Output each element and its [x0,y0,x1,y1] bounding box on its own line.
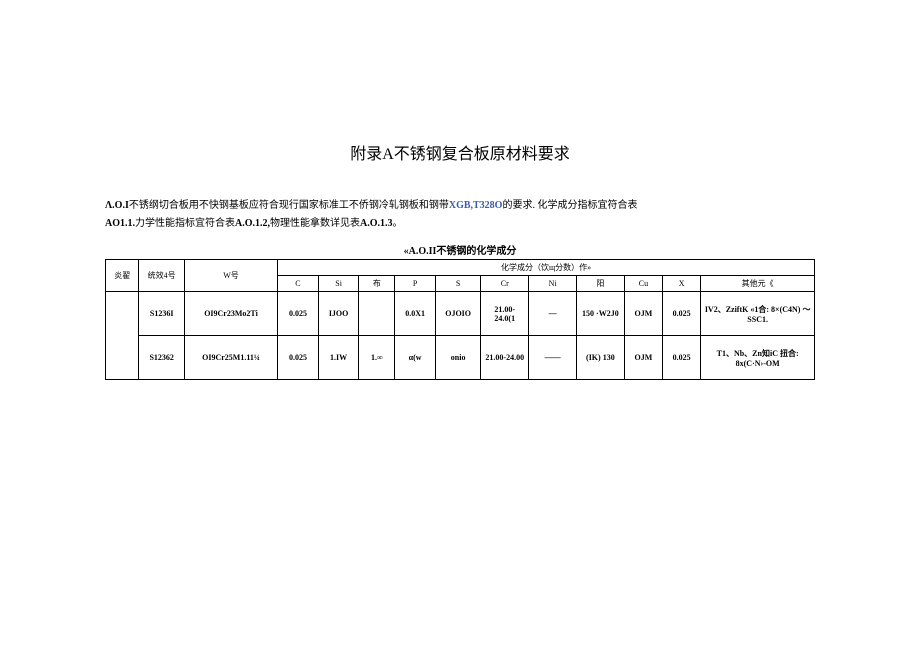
cell-cu: OJM [624,292,662,336]
cell-bu: 1.∞ [359,336,395,380]
th-col2: 统效4号 [139,260,184,292]
cell-other: IV2、ZziftK «1合: 8×(C4N) ～SSC1. [701,292,815,336]
cell-bu [359,292,395,336]
para2-mid: 物理性能拿数详见表 [270,218,360,229]
th-yang: 阳 [576,276,624,292]
th-cr: Cr [481,276,529,292]
cell-p: 0.0X1 [395,292,436,336]
para1-tail: 的要求. 化学成分指标宜符合表 [502,200,637,211]
th-s: S [435,276,480,292]
cell-id: S12362 [139,336,184,380]
cell-s: onio [435,336,480,380]
th-other: 其他元《 [701,276,815,292]
para1-label: Λ.O.I [105,200,129,211]
cell-w: OI9Cr25M1.11¼ [184,336,277,380]
cell-blank [106,292,139,380]
cell-p: α(w [395,336,436,380]
table-header-row-1: 炎翟 统效4号 W号 化学成分（饮щ分数）作» [106,260,815,276]
th-ni: Ni [529,276,577,292]
th-group: 化学成分（饮щ分数）作» [278,260,815,276]
cell-ni: —— [529,336,577,380]
table-row: S1236I OI9Cr23Mo2Ti 0.025 IJOO 0.0X1 OJO… [106,292,815,336]
cell-si: IJOO [318,292,359,336]
th-si: Si [318,276,359,292]
cell-x: 0.025 [663,292,701,336]
para1-ref: XGB,T328O [449,200,503,211]
chemistry-table: 炎翟 统效4号 W号 化学成分（饮щ分数）作» C Si 布 P S Cr Ni… [105,259,815,380]
para2-end: 。 [393,218,403,229]
th-bu: 布 [359,276,395,292]
th-c: C [278,276,319,292]
para2-b2: A.O.1.3 [360,218,393,229]
th-col1: 炎翟 [106,260,139,292]
para2-prefix: AO1.1. [105,218,135,229]
th-x: X [663,276,701,292]
cell-x: 0.025 [663,336,701,380]
cell-id: S1236I [139,292,184,336]
cell-ni: — [529,292,577,336]
para2-b1: A.O.1.2, [235,218,270,229]
cell-si: 1.IW [318,336,359,380]
cell-yang: 150 ·W2J0 [576,292,624,336]
cell-c: 0.025 [278,292,319,336]
cell-s: OJOIO [435,292,480,336]
cell-cr: 21.00-24.0(1 [481,292,529,336]
cell-other: T1、Nb、Zn知iC 扭合: 8x(C·N›-OM [701,336,815,380]
caption-body: 不锈钢的化学成分 [436,246,516,257]
th-p: P [395,276,436,292]
para2-body: 力学性能指标宜符合表 [135,218,235,229]
cell-yang: (IK) 130 [576,336,624,380]
th-col3: W号 [184,260,277,292]
paragraph-2: AO1.1.力学性能指标宜符合表A.O.1.2,物理性能拿数详见表A.O.1.3… [105,216,815,232]
page-title: 附录A不锈钢复合板原材料要求 [105,140,815,164]
th-cu: Cu [624,276,662,292]
paragraph-1: Λ.O.I不锈纲切合板用不快钢基板应符合现行国家标准工不侨钢冷轧钢板和钢带XGB… [105,198,815,214]
cell-c: 0.025 [278,336,319,380]
para1-body: 不锈纲切合板用不快钢基板应符合现行国家标准工不侨钢冷轧钢板和钢带 [129,200,449,211]
cell-w: OI9Cr23Mo2Ti [184,292,277,336]
cell-cu: OJM [624,336,662,380]
table-caption: «A.O.II不锈钢的化学成分 [105,242,815,257]
caption-prefix: «A.O.II [404,246,437,257]
cell-cr: 21.00-24.00 [481,336,529,380]
table-row: S12362 OI9Cr25M1.11¼ 0.025 1.IW 1.∞ α(w … [106,336,815,380]
